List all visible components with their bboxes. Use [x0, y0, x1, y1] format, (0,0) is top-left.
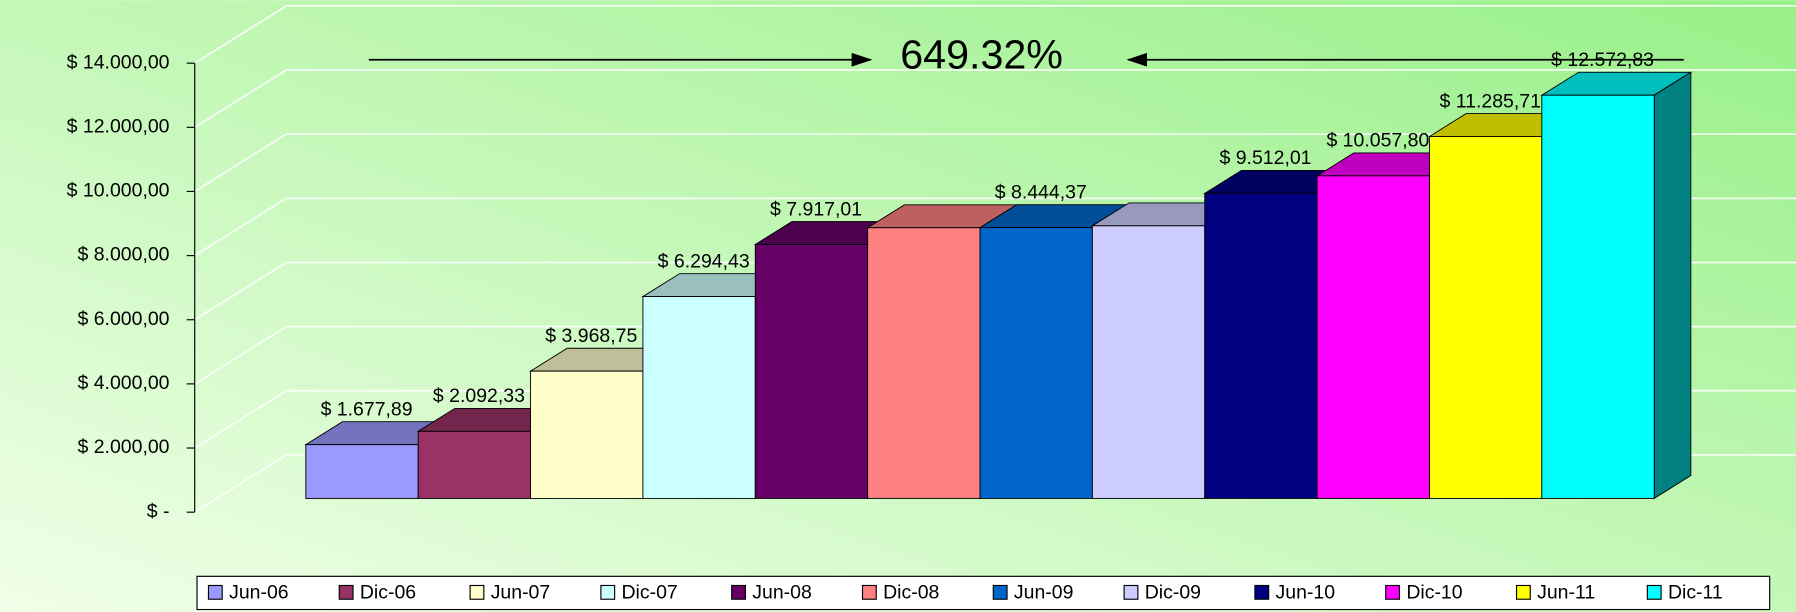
y-tick-label: $ 6.000,00: [77, 308, 169, 330]
data-label: $ 11.285,71: [1440, 90, 1541, 112]
bar: [1091, 225, 1206, 499]
data-label: $ 6.294,43: [658, 250, 750, 272]
legend-swatch: [1385, 584, 1401, 600]
legend-label: Jun-07: [491, 582, 551, 604]
legend-label: Dic-07: [621, 582, 677, 604]
legend-swatch: [600, 584, 616, 600]
data-label: $ 3.968,75: [545, 325, 637, 347]
legend-label: Dic-11: [1668, 582, 1723, 604]
annotation: 649.32%: [900, 31, 1063, 77]
legend-label: Dic-10: [1406, 582, 1462, 604]
legend-swatch: [992, 584, 1008, 600]
legend-swatch: [338, 584, 354, 600]
legend-swatch: [1515, 584, 1531, 600]
legend: [196, 575, 1771, 611]
data-label: $ 1.677,89: [321, 398, 413, 420]
y-tick-label: $ 8.000,00: [77, 244, 169, 266]
legend-label: Jun-10: [1276, 582, 1336, 604]
legend-label: Dic-06: [360, 582, 416, 604]
legend-swatch: [1646, 584, 1662, 600]
bar: [1541, 94, 1655, 499]
grid-line: [194, 133, 1796, 193]
bar: [1316, 175, 1430, 499]
legend-swatch: [207, 584, 223, 600]
legend-label: Dic-09: [1145, 582, 1201, 604]
data-label: $ 7.917,01: [770, 198, 862, 220]
legend-swatch: [469, 584, 485, 600]
y-tick-label: $ 12.000,00: [67, 115, 170, 137]
y-tick-label: $ 2.000,00: [77, 436, 169, 458]
bar: [1204, 192, 1318, 499]
legend-label: Jun-11: [1537, 582, 1595, 604]
bar: [530, 370, 644, 499]
bar: [305, 444, 419, 499]
grid-line: [194, 69, 1796, 129]
bar: [417, 430, 532, 499]
bar: [642, 296, 756, 499]
grid-line: [194, 5, 1796, 64]
data-label: $ 2.092,33: [433, 385, 525, 407]
bar-side: [1653, 71, 1692, 500]
y-tick-label: $ 4.000,00: [77, 372, 169, 394]
data-label: $ 10.057,80: [1326, 130, 1429, 152]
legend-swatch: [1123, 584, 1139, 600]
bar: [979, 227, 1093, 499]
bar: [754, 244, 869, 499]
legend-label: Jun-08: [752, 582, 812, 604]
legend-label: Jun-06: [229, 582, 289, 604]
legend-label: Dic-08: [883, 582, 939, 604]
bar: [1429, 136, 1543, 499]
bar: [867, 227, 981, 499]
legend-label: Jun-09: [1014, 582, 1074, 604]
legend-swatch: [861, 584, 877, 600]
data-label: $ 8.444,37: [995, 181, 1087, 203]
y-tick-label: $ 14.000,00: [67, 51, 170, 73]
y-tick-label: $ -: [147, 500, 170, 522]
legend-swatch: [731, 584, 747, 600]
legend-swatch: [1254, 584, 1270, 600]
data-label: $ 9.512,01: [1219, 147, 1311, 169]
y-tick-label: $ 10.000,00: [67, 180, 170, 202]
